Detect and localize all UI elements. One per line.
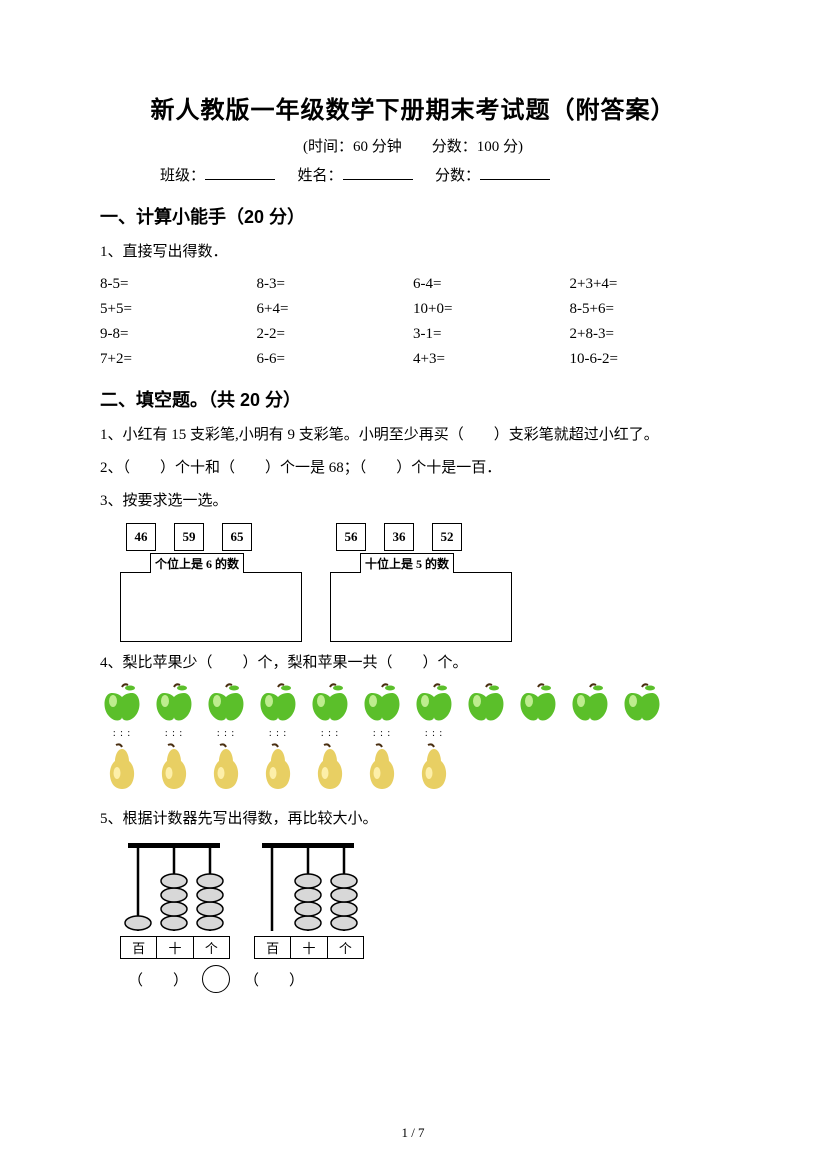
abacus-col-label: 十 xyxy=(157,937,193,958)
calc-cell: 8-3= xyxy=(257,272,414,297)
pear-icon xyxy=(412,743,456,796)
pear-icon xyxy=(308,743,352,796)
pear-icon xyxy=(256,743,300,796)
calc-cell: 6-6= xyxy=(257,347,414,372)
calc-cell: 2+3+4= xyxy=(570,272,727,297)
number-card[interactable]: 36 xyxy=(384,523,414,551)
sort-group-a: 46 59 65 个位上是 6 的数 xyxy=(120,523,300,642)
apple-icon xyxy=(464,683,508,728)
calc-cell: 4+3= xyxy=(413,347,570,372)
apple-icon xyxy=(620,683,664,728)
bin-a-box[interactable] xyxy=(120,572,302,642)
s1-q1-label: 1、直接写出得数． xyxy=(100,239,726,266)
apple-icon xyxy=(256,683,300,728)
number-card[interactable]: 46 xyxy=(126,523,156,551)
dot-row: : : : : : : : : : : : : : : : : : : : : : xyxy=(100,728,726,739)
name-blank[interactable] xyxy=(343,164,413,180)
section1-head: 一、计算小能手（20 分） xyxy=(100,203,726,229)
dotted-link: : : : xyxy=(308,728,352,739)
calc-cell: 5+5= xyxy=(100,297,257,322)
calc-cell: 10+0= xyxy=(413,297,570,322)
abacus-col-label: 百 xyxy=(121,937,157,958)
compare-row: （ ） （ ） xyxy=(128,965,726,993)
calc-cell: 2+8-3= xyxy=(570,322,727,347)
apple-icon xyxy=(152,683,196,728)
dotted-link: : : : xyxy=(152,728,196,739)
pear-row xyxy=(100,743,726,796)
s2-q3-label: 3、按要求选一选。 xyxy=(100,488,726,515)
calc-cell: 3-1= xyxy=(413,322,570,347)
pear-icon xyxy=(100,743,144,796)
compare-circle[interactable] xyxy=(202,965,230,993)
apple-row xyxy=(100,683,726,728)
bin-b-box[interactable] xyxy=(330,572,512,642)
score-label: 分数： xyxy=(435,168,480,184)
dotted-link: : : : xyxy=(412,728,456,739)
dotted-link: : : : xyxy=(100,728,144,739)
abacus-col-label: 百 xyxy=(255,937,291,958)
subtitle: (时间：60 分钟 分数：100 分) xyxy=(100,135,726,156)
abacus-wrap: 百十个 百十个 xyxy=(120,841,726,959)
apple-icon xyxy=(412,683,456,728)
apple-icon xyxy=(100,683,144,728)
dotted-link: : : : xyxy=(204,728,248,739)
dotted-link: : : : xyxy=(360,728,404,739)
sort-wrap: 46 59 65 个位上是 6 的数 56 36 52 十位上是 5 的数 xyxy=(120,523,726,642)
apple-icon xyxy=(204,683,248,728)
class-label: 班级： xyxy=(160,168,205,184)
meta-row: 班级： 姓名： 分数： xyxy=(160,164,726,185)
apple-icon xyxy=(568,683,612,728)
number-card[interactable]: 52 xyxy=(432,523,462,551)
page-title: 新人教版一年级数学下册期末考试题（附答案） xyxy=(100,90,726,125)
paren-b[interactable]: （ ） xyxy=(244,969,304,990)
pear-icon xyxy=(204,743,248,796)
abacus-b: 百十个 xyxy=(254,841,364,959)
abacus-col-label: 十 xyxy=(291,937,327,958)
number-card[interactable]: 56 xyxy=(336,523,366,551)
calc-cell: 2-2= xyxy=(257,322,414,347)
s2-q1: 1、小红有 15 支彩笔,小明有 9 支彩笔。小明至少再买（ ）支彩笔就超过小红… xyxy=(100,422,726,449)
number-card[interactable]: 59 xyxy=(174,523,204,551)
dotted-link: : : : xyxy=(256,728,300,739)
apple-icon xyxy=(516,683,560,728)
page-number: 1 / 7 xyxy=(0,1125,826,1141)
calc-table: 8-5=8-3=6-4=2+3+4= 5+5=6+4=10+0=8-5+6= 9-8… xyxy=(100,272,726,372)
calc-cell: 8-5= xyxy=(100,272,257,297)
apple-icon xyxy=(308,683,352,728)
abacus-col-label: 个 xyxy=(194,937,229,958)
abacus-a: 百十个 xyxy=(120,841,230,959)
calc-cell: 10-6-2= xyxy=(570,347,727,372)
s2-q4: 4、梨比苹果少（ ）个，梨和苹果一共（ ）个。 xyxy=(100,650,726,677)
bin-b-label: 十位上是 5 的数 xyxy=(360,553,454,573)
apple-icon xyxy=(360,683,404,728)
abacus-col-label: 个 xyxy=(328,937,363,958)
number-card[interactable]: 65 xyxy=(222,523,252,551)
class-blank[interactable] xyxy=(205,164,275,180)
calc-cell: 9-8= xyxy=(100,322,257,347)
calc-cell: 7+2= xyxy=(100,347,257,372)
sort-group-b: 56 36 52 十位上是 5 的数 xyxy=(330,523,510,642)
name-label: 姓名： xyxy=(298,168,343,184)
section2-head: 二、填空题。（共 20 分） xyxy=(100,386,726,412)
score-blank[interactable] xyxy=(480,164,550,180)
calc-cell: 6+4= xyxy=(257,297,414,322)
bin-a-label: 个位上是 6 的数 xyxy=(150,553,244,573)
s2-q2: 2、（ ）个十和（ ）个一是 68；（ ）个十是一百． xyxy=(100,455,726,482)
pear-icon xyxy=(360,743,404,796)
pear-icon xyxy=(152,743,196,796)
calc-cell: 8-5+6= xyxy=(570,297,727,322)
calc-cell: 6-4= xyxy=(413,272,570,297)
s2-q5-label: 5、根据计数器先写出得数，再比较大小。 xyxy=(100,806,726,833)
paren-a[interactable]: （ ） xyxy=(128,969,188,990)
